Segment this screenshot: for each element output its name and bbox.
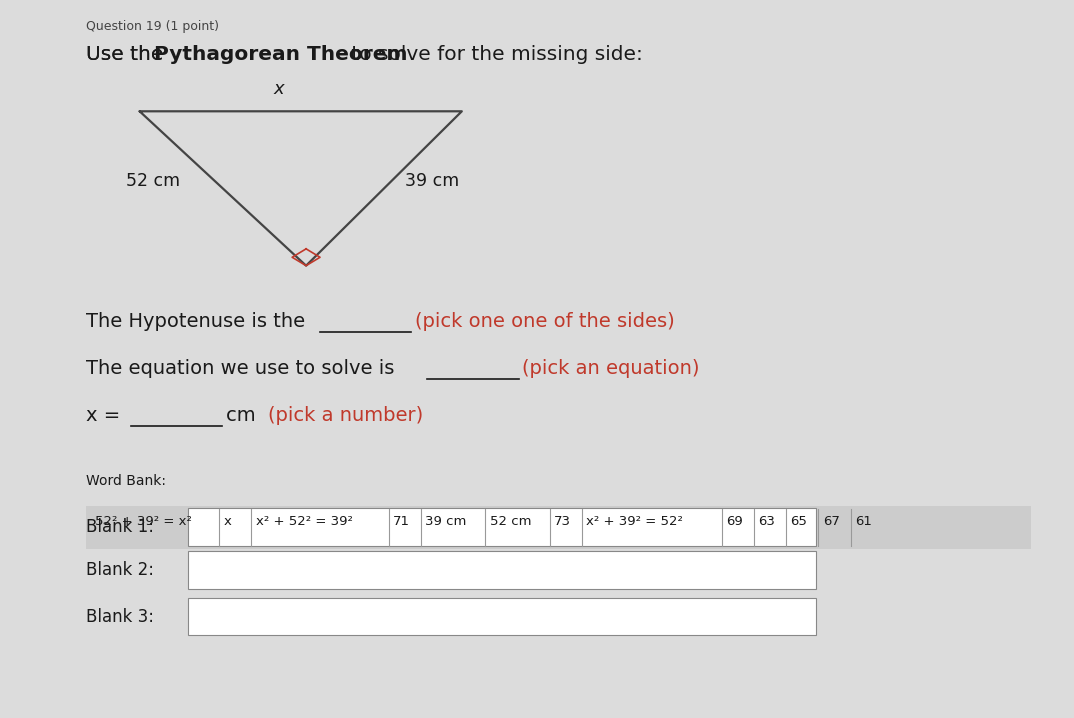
Text: Blank 3:: Blank 3:	[86, 607, 154, 626]
Text: Use the: Use the	[86, 45, 170, 63]
Bar	[86, 506, 1031, 549]
Text: x² + 52² = 39²: x² + 52² = 39²	[256, 515, 352, 528]
Text: 69: 69	[726, 515, 743, 528]
Text: to solve for the missing side:: to solve for the missing side:	[345, 45, 642, 63]
FancyBboxPatch shape	[188, 551, 816, 589]
Text: 39 cm: 39 cm	[406, 172, 460, 190]
FancyBboxPatch shape	[188, 598, 816, 635]
Text: Use the: Use the	[86, 45, 170, 63]
Text: 52 cm: 52 cm	[490, 515, 532, 528]
FancyBboxPatch shape	[188, 508, 816, 546]
Text: Question 19 (1 point): Question 19 (1 point)	[86, 20, 219, 33]
Text: Blank 1:: Blank 1:	[86, 518, 154, 536]
Text: Blank 2:: Blank 2:	[86, 561, 154, 579]
Text: 39 cm: 39 cm	[425, 515, 467, 528]
Text: 61: 61	[855, 515, 872, 528]
Text: 65: 65	[790, 515, 808, 528]
Text: Pythagorean Theorem: Pythagorean Theorem	[154, 45, 407, 63]
Text: 63: 63	[758, 515, 775, 528]
Text: The Hypotenuse is the: The Hypotenuse is the	[86, 312, 311, 331]
Text: x² + 39² = 52²: x² + 39² = 52²	[586, 515, 683, 528]
Text: 73: 73	[554, 515, 571, 528]
Text: 52² + 39² = x²: 52² + 39² = x²	[95, 515, 191, 528]
Text: Use the Pythagorean Theorem to solve for the missing side:: Use the Pythagorean Theorem to solve for…	[86, 45, 692, 63]
Text: The equation we use to solve is: The equation we use to solve is	[86, 359, 401, 378]
Text: 67: 67	[823, 515, 840, 528]
Text: cm: cm	[226, 406, 261, 424]
Text: x =: x =	[86, 406, 127, 424]
Text: 52 cm: 52 cm	[126, 172, 179, 190]
Text: Word Bank:: Word Bank:	[86, 474, 165, 488]
Text: (pick a number): (pick a number)	[268, 406, 424, 424]
Text: 71: 71	[393, 515, 410, 528]
Text: (pick an equation): (pick an equation)	[522, 359, 699, 378]
Text: x: x	[223, 515, 231, 528]
Text: (pick one one of the sides): (pick one one of the sides)	[415, 312, 674, 331]
Text: x: x	[274, 80, 285, 98]
